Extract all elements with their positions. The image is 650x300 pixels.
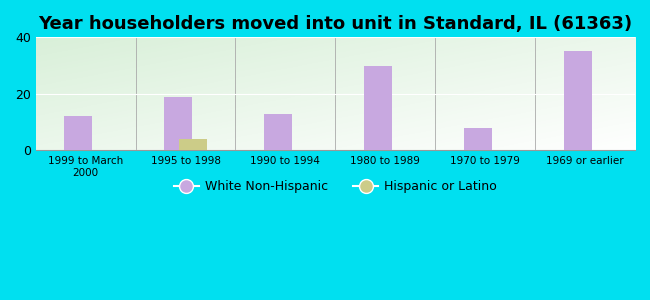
Title: Year householders moved into unit in Standard, IL (61363): Year householders moved into unit in Sta… <box>38 15 632 33</box>
Bar <box>179 139 207 150</box>
Bar <box>164 97 192 150</box>
Bar <box>264 114 292 150</box>
Bar <box>564 52 592 150</box>
Legend: White Non-Hispanic, Hispanic or Latino: White Non-Hispanic, Hispanic or Latino <box>169 176 502 198</box>
Bar <box>64 116 92 150</box>
Bar <box>463 128 491 150</box>
Bar <box>364 66 392 150</box>
